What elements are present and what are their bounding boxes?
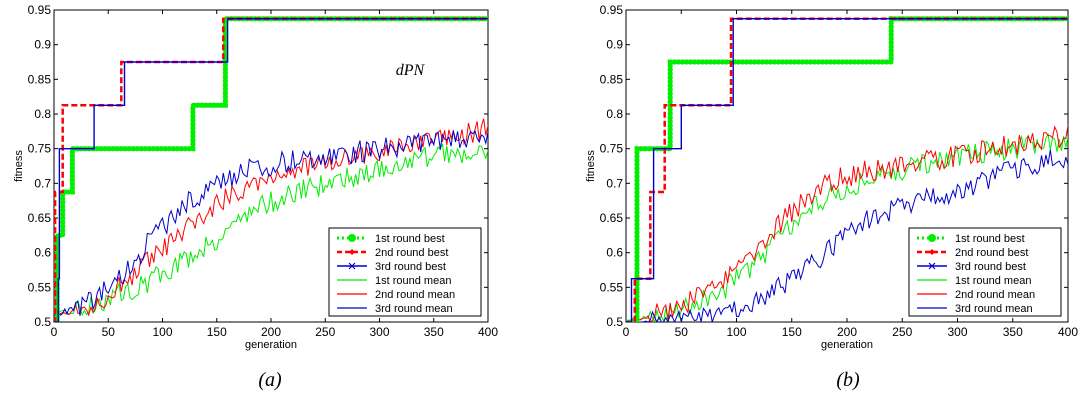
x-tick-label: 350 [424, 325, 444, 339]
legend: 1st round best 2nd round best 3rd round be… [328, 227, 482, 317]
legend-box [328, 227, 482, 317]
legend-marker [348, 234, 356, 242]
y-tick-label: 0.5 [34, 315, 51, 329]
y-tick-label: 0.95 [28, 3, 52, 17]
data-layer [54, 16, 488, 322]
data-layer [626, 16, 1068, 322]
x-tick-label: 400 [1058, 325, 1078, 339]
y-tick-label: 0.9 [606, 38, 623, 52]
x-axis-label: generation [821, 339, 873, 351]
y-tick-label: 0.9 [34, 38, 51, 52]
x-tick-label: 250 [892, 325, 912, 339]
legend-label: 2nd round best [375, 247, 448, 259]
x-tick-label: 50 [675, 325, 689, 339]
series-line-1-best [626, 16, 1068, 322]
y-tick-label: 0.5 [606, 315, 623, 329]
x-tick-label: 300 [947, 325, 967, 339]
legend-label: 3rd round mean [375, 303, 453, 315]
legend-label: 2nd round mean [955, 289, 1035, 301]
x-tick-label: 250 [315, 325, 335, 339]
legend-label: 1st round mean [375, 275, 451, 287]
y-axis-label: fitness [585, 150, 597, 182]
x-tick-label: 50 [102, 325, 116, 339]
y-tick-label: 0.85 [600, 72, 624, 86]
legend-marker [348, 262, 356, 270]
series-line-2-best [626, 17, 1068, 322]
x-axis-label: generation [245, 339, 297, 351]
legend-label: 2nd round best [955, 247, 1028, 259]
x-tick-label: 200 [261, 325, 281, 339]
x-tick-label: 350 [1003, 325, 1023, 339]
plot-annotation: dPN [396, 62, 426, 79]
series-line-6-mean [54, 129, 488, 316]
series-line-3-best [54, 18, 488, 322]
x-tick-label: 100 [726, 325, 746, 339]
legend-label: 3rd round mean [955, 303, 1033, 315]
series-line-5-mean [626, 125, 1068, 322]
legend-label: 3rd round best [955, 261, 1026, 273]
legend-marker [349, 249, 355, 255]
panel-caption: (b) [836, 369, 860, 391]
legend-label: 2nd round mean [375, 289, 455, 301]
panel-caption: (a) [258, 369, 282, 391]
legend-marker [929, 249, 935, 255]
series-line-3-best [626, 18, 1068, 322]
x-tick-label: 150 [782, 325, 802, 339]
legend-label: 1st round mean [955, 275, 1031, 287]
chart-panel-a: 0 50 100 150 200 250 300 350 400 0.5 0.55 0.6 0.65 0.… [13, 3, 498, 391]
x-tick-label: 0 [51, 325, 58, 339]
x-tick-label: 400 [478, 325, 498, 339]
series-line-1-best [54, 16, 488, 322]
x-tick-label: 200 [837, 325, 857, 339]
y-axis-label: fitness [13, 150, 25, 182]
y-tick-label: 0.75 [600, 142, 624, 156]
legend-marker [928, 262, 936, 270]
series-line-2-best [54, 17, 488, 322]
legend-marker [928, 234, 936, 242]
y-tick-label: 0.95 [600, 3, 624, 17]
legend-box [908, 227, 1062, 317]
y-tick-label: 0.7 [34, 176, 51, 190]
legend-label: 3rd round best [375, 261, 446, 273]
x-tick-label: 0 [623, 325, 630, 339]
legend: 1st round best 2nd round best 3rd round be… [908, 227, 1062, 317]
y-tick-label: 0.75 [28, 142, 52, 156]
y-tick-label: 0.6 [34, 246, 51, 260]
series-line-4-mean [54, 143, 488, 317]
y-tick-label: 0.55 [600, 280, 624, 294]
x-tick-label: 150 [207, 325, 227, 339]
x-tick-label: 300 [369, 325, 389, 339]
x-tick-label: 100 [152, 325, 172, 339]
y-tick-label: 0.65 [600, 211, 624, 225]
y-tick-label: 0.55 [28, 280, 52, 294]
y-tick-label: 0.8 [34, 107, 51, 121]
y-tick-label: 0.65 [28, 211, 52, 225]
legend-label: 1st round best [955, 233, 1025, 245]
y-tick-label: 0.7 [606, 176, 623, 190]
legend-label: 1st round best [375, 233, 445, 245]
y-tick-label: 0.6 [606, 246, 623, 260]
chart-panel-b: 0 50 100 150 200 250 300 350 400 0.5 0.55 0.6 0.65 0.… [585, 3, 1078, 391]
y-tick-label: 0.85 [28, 72, 52, 86]
series-line-5-mean [54, 118, 488, 317]
series-line-6-mean [626, 149, 1068, 322]
y-tick-label: 0.8 [606, 107, 623, 121]
